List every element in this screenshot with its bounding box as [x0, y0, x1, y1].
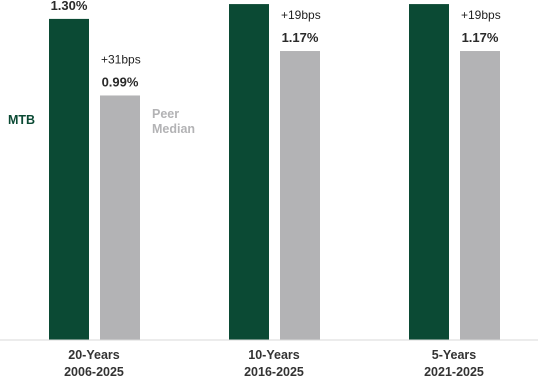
data-label-mtb-0: 1.30%	[51, 0, 88, 13]
data-label-peer-2: 1.17%	[462, 30, 499, 45]
bar-mtb-0	[49, 18, 89, 341]
category-label-2-1: 2021-2025	[424, 365, 484, 379]
difference-label-2: +19bps	[461, 8, 501, 22]
data-label-peer-0: 0.99%	[102, 74, 139, 89]
bars-layer	[49, 4, 500, 341]
bar-peer-0	[100, 95, 140, 340]
bar-peer-1	[280, 51, 320, 340]
category-labels: 20-Years 2006-2025 10-Years 2016-2025 5-Year…	[64, 348, 484, 379]
bar-mtb-1	[229, 4, 269, 341]
difference-label-0: +31bps	[101, 52, 141, 66]
legend-peer-median: Peer Median	[152, 107, 195, 136]
data-label-peer-1: 1.17%	[282, 30, 319, 45]
category-label-0-1: 2006-2025	[64, 365, 124, 379]
bar-mtb-2	[409, 4, 449, 341]
category-label-0-0: 20-Years	[68, 348, 119, 362]
category-label-2-0: 5-Years	[432, 348, 477, 362]
difference-label-1: +19bps	[281, 8, 321, 22]
labels-layer: 1.30%0.99%+31bps1.36%1.17%+19bps1.36%1.1…	[51, 0, 501, 89]
category-label-1-1: 2016-2025	[244, 365, 304, 379]
bar-peer-2	[460, 51, 500, 340]
legend-mtb: MTB	[8, 113, 35, 127]
legend: MTB Peer Median	[8, 107, 195, 136]
category-label-1-0: 10-Years	[248, 348, 299, 362]
